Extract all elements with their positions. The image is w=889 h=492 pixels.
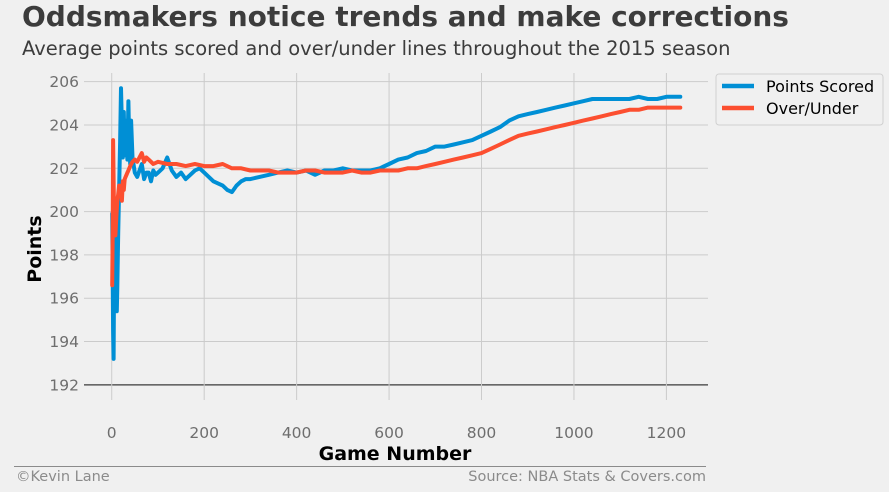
series-line-over-under — [110, 105, 683, 288]
x-tick-label: 1000 — [554, 424, 593, 442]
x-tick-label: 400 — [282, 424, 312, 442]
tick-labels: 192 194 196 198 200 202 204 206 0 200 400 600 800 100… — [49, 73, 686, 442]
legend-label-over-under: Over/Under — [766, 99, 859, 118]
y-tick-label: 206 — [49, 73, 79, 91]
series-line-points-scored — [110, 86, 683, 361]
chart-title: Oddsmakers notice trends and make correc… — [22, 0, 789, 33]
y-tick-label: 196 — [49, 290, 79, 308]
y-tick-label: 198 — [49, 246, 79, 264]
grid-lines — [84, 73, 708, 400]
series-lines — [110, 86, 683, 361]
footer-divider — [14, 466, 706, 467]
y-tick-label: 202 — [49, 160, 79, 178]
legend-box — [715, 73, 884, 126]
y-tick-label: 194 — [49, 333, 79, 351]
x-tick-label: 0 — [107, 424, 117, 442]
x-tick-label: 600 — [374, 424, 404, 442]
legend-label-points-scored: Points Scored — [766, 77, 874, 96]
y-tick-label: 200 — [49, 203, 79, 221]
footer-credit: ©Kevin Lane — [16, 469, 110, 485]
x-tick-label: 800 — [467, 424, 497, 442]
y-tick-label: 192 — [49, 376, 79, 394]
chart-legend: Points Scored Over/Under — [715, 73, 884, 126]
y-axis-title: Points — [24, 215, 46, 282]
x-tick-label: 1200 — [647, 424, 686, 442]
x-tick-label: 200 — [189, 424, 219, 442]
chart-subtitle: Average points scored and over/under lin… — [22, 37, 731, 60]
x-axis-title: Game Number — [319, 443, 472, 465]
y-tick-label: 204 — [49, 116, 79, 134]
footer-source: Source: NBA Stats & Covers.com — [468, 469, 706, 485]
